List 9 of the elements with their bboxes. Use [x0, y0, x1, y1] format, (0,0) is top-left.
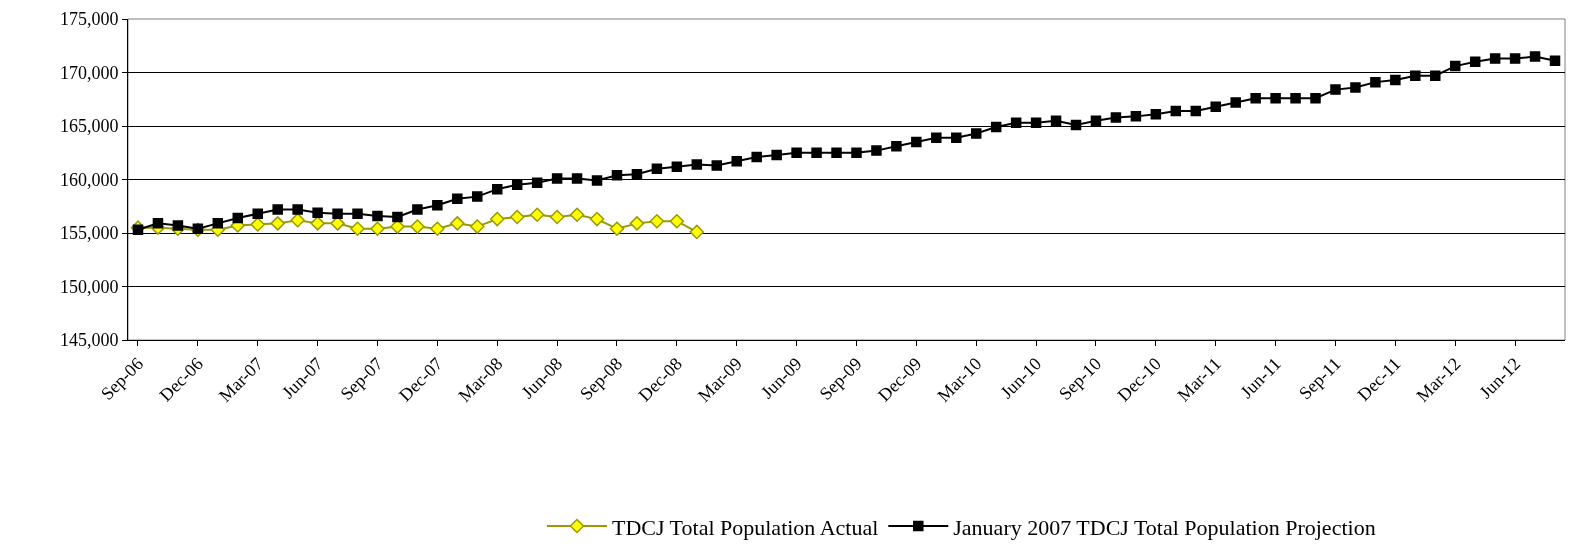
- y-tick-label: 165,000: [59, 116, 119, 137]
- y-tick-label: 160,000: [59, 169, 119, 190]
- y-tick-label: 145,000: [59, 330, 119, 351]
- legend-label: TDCJ Total Population Actual: [611, 514, 879, 540]
- y-tick-label: 155,000: [59, 223, 119, 244]
- y-tick-label: 150,000: [59, 276, 119, 297]
- y-tick-label: 170,000: [59, 62, 119, 83]
- legend-label: January 2007 TDCJ Total Population Projection: [953, 514, 1376, 540]
- y-tick-label: 175,000: [59, 9, 119, 30]
